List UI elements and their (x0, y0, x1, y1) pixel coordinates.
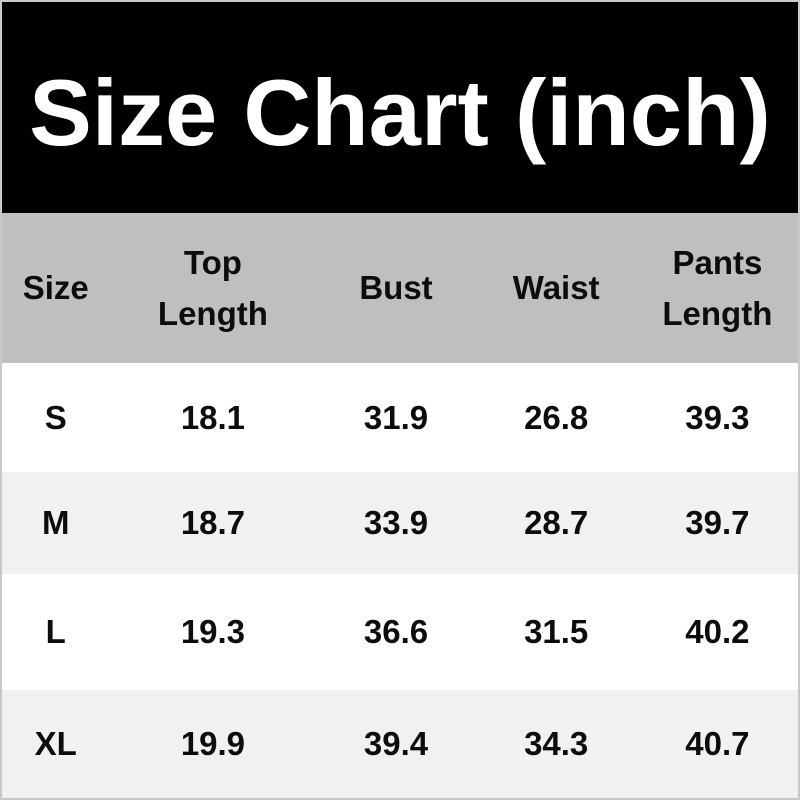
table-cell: 19.3 (180, 613, 246, 650)
table-header-row: Size Top Length Bust Waist Pants Length (2, 213, 798, 363)
table-cell: 26.8 (524, 398, 589, 436)
table-cell: 34.3 (524, 725, 589, 762)
size-cell: M (41, 504, 70, 541)
column-header-label: Top Length (157, 243, 268, 332)
table-cell: 31.5 (524, 613, 589, 650)
table-cell: 33.9 (363, 504, 429, 541)
chart-title: Size Chart (inch) (29, 59, 771, 165)
title-banner: Size Chart (inch) (2, 2, 798, 213)
table-cell: 39.4 (363, 725, 429, 762)
column-header-waist: Waist (476, 213, 637, 363)
table-cell: 39.7 (685, 504, 750, 541)
size-table: Size Top Length Bust Waist Pants Length … (2, 213, 798, 798)
table-body: S 18.1 31.9 26.8 39.3 M 18.7 33.9 28.7 3… (2, 363, 798, 798)
table-cell: 40.2 (685, 613, 750, 650)
table-row-xl: XL 19.9 39.4 34.3 40.7 (2, 690, 798, 798)
column-header-pants-length: Pants Length (637, 213, 798, 363)
size-cell: L (45, 613, 66, 650)
size-cell: XL (34, 725, 77, 762)
table-header: Size Top Length Bust Waist Pants Length (2, 213, 798, 363)
table-cell: 19.9 (180, 725, 246, 762)
column-header-bust: Bust (316, 213, 475, 363)
size-cell: S (44, 398, 67, 436)
column-header-label: Bust (359, 269, 433, 307)
table-cell: 40.7 (685, 725, 750, 762)
table-cell: 18.7 (180, 504, 246, 541)
column-header-top-length: Top Length (109, 213, 316, 363)
column-header-label: Pants Length (662, 243, 773, 332)
table-row-m: M 18.7 33.9 28.7 39.7 (2, 472, 798, 574)
table-cell: 28.7 (524, 504, 589, 541)
column-header-size: Size (2, 213, 109, 363)
table-cell: 39.3 (685, 398, 750, 436)
table-cell: 18.1 (180, 398, 246, 436)
table-cell: 31.9 (363, 398, 429, 436)
table-cell: 36.6 (363, 613, 429, 650)
table-row-l: L 19.3 36.6 31.5 40.2 (2, 574, 798, 690)
table-row-s: S 18.1 31.9 26.8 39.3 (2, 363, 798, 472)
column-header-label: Size (22, 269, 89, 307)
column-header-label: Waist (512, 269, 600, 307)
